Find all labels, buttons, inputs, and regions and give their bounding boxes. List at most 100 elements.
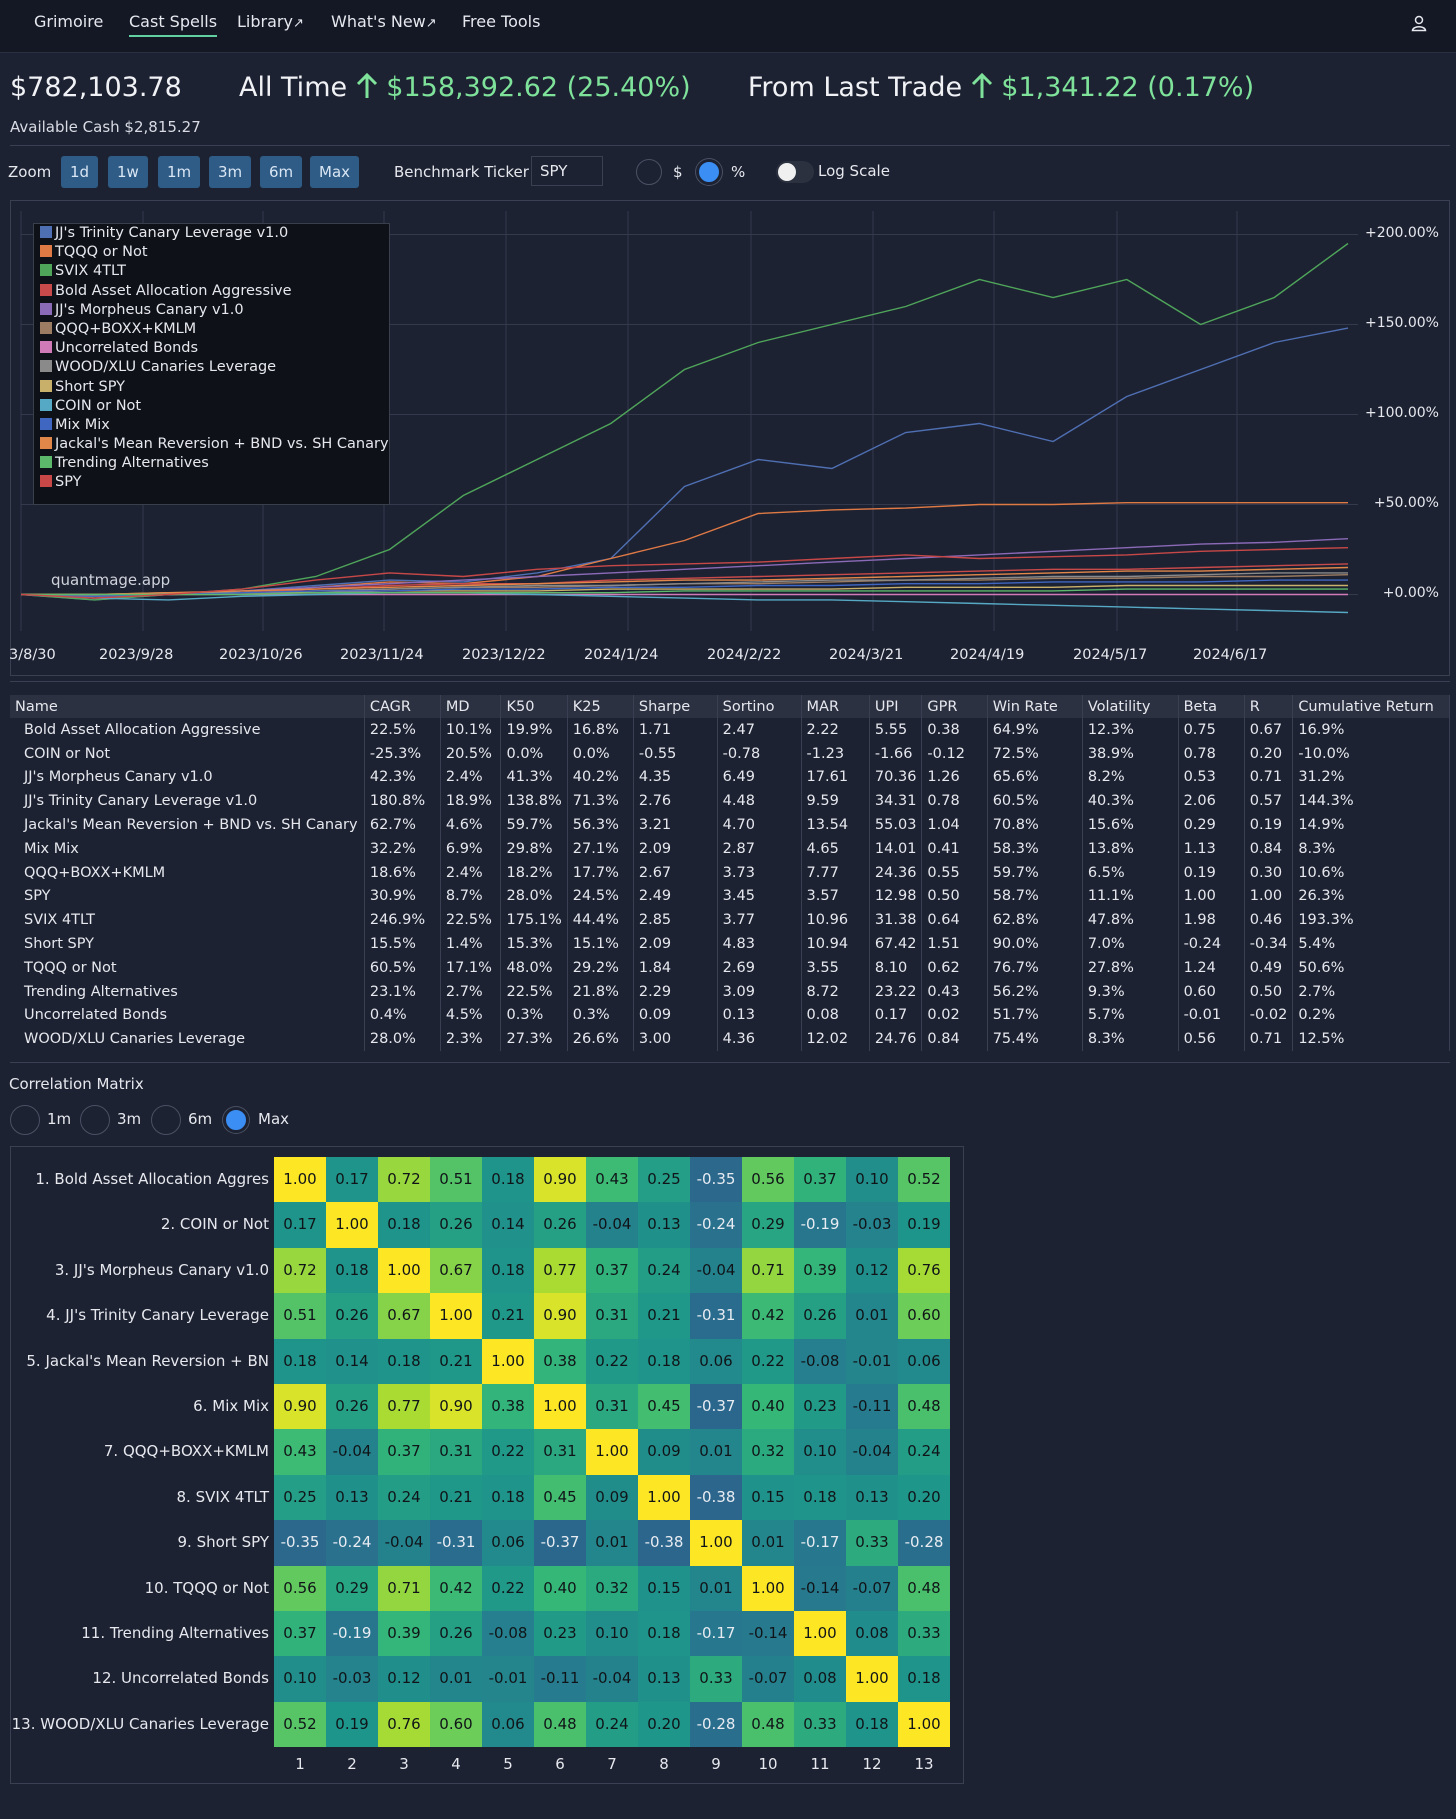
table-row[interactable]: JJ's Morpheus Canary v1.0 42.3% 2.4% 41.3% 4… [10,765,1450,790]
table-row[interactable]: WOOD/XLU Canaries Leverage 28.0% 2.3% 27.3%… [10,1027,1450,1052]
stat-cell: 0.09 [633,1003,718,1028]
column-header-k50[interactable]: K50 [500,695,568,718]
table-row[interactable]: COIN or Not -25.3% 20.5% 0.0% 0.0% -0.55 -0.78… [10,741,1450,766]
period-label-max: Max [258,1110,290,1128]
available-cash: Available Cash $2,815.27 [10,118,201,136]
legend-item[interactable]: Bold Asset Allocation Aggressive [34,282,389,301]
correlation-cell: 0.26 [326,1293,378,1339]
zoom-button-max[interactable]: Max [310,156,360,188]
strategy-name: Uncorrelated Bonds [10,1003,365,1028]
legend-item[interactable]: COIN or Not [34,397,389,416]
period-radio-3m[interactable] [80,1105,110,1135]
nav-item-library[interactable]: Library↗ [237,12,304,31]
legend-item[interactable]: Jackal's Mean Reversion + BND vs. SH Can… [34,435,389,454]
zoom-button-3m[interactable]: 3m [209,156,252,188]
correlation-cell: 0.12 [846,1247,898,1294]
nav-item-grimoire[interactable]: Grimoire [34,12,104,31]
column-header-gpr[interactable]: GPR [921,695,988,718]
correlation-cell: -0.11 [534,1656,586,1702]
correlation-cell: 0.13 [638,1202,690,1248]
stat-cell: 29.2% [567,955,634,980]
column-header-volatility[interactable]: Volatility [1082,695,1179,718]
table-row[interactable]: SPY 30.9% 8.7% 28.0% 24.5% 2.49 3.45 3.57 12.98 0… [10,884,1450,909]
benchmark-input[interactable] [531,156,603,186]
legend-item[interactable]: Short SPY [34,378,389,397]
period-radio-max[interactable] [223,1107,249,1133]
legend-item[interactable]: SPY [34,473,389,492]
table-row[interactable]: Jackal's Mean Reversion + BND vs. SH Can… [10,813,1450,837]
legend-item[interactable]: Uncorrelated Bonds [34,339,389,358]
correlation-cell: 0.24 [378,1474,430,1521]
correlation-cell: 0.26 [534,1202,586,1248]
table-row[interactable]: JJ's Trinity Canary Leverage v1.0 180.8% 1… [10,789,1450,814]
table-row[interactable]: QQQ+BOXX+KMLM 18.6% 2.4% 18.2% 17.7% 2.67 3.73… [10,860,1450,885]
radio-percent[interactable] [696,159,722,185]
legend-item[interactable]: QQQ+BOXX+KMLM [34,320,389,339]
column-header-md[interactable]: MD [440,695,502,718]
column-header-k25[interactable]: K25 [567,695,634,718]
nav-item-what-s-new[interactable]: What's New↗ [331,12,437,31]
legend-swatch [40,321,52,334]
column-header-mar[interactable]: MAR [801,695,870,718]
correlation-cell: -0.11 [846,1384,898,1430]
performance-chart: quantmage.app +0.00% +50.00% +100.00% +150.… [9,200,1450,676]
correlation-cell: 0.22 [586,1338,638,1384]
stat-cell: 180.8% [364,789,441,814]
table-row[interactable]: Mix Mix 32.2% 6.9% 29.8% 27.1% 2.09 2.87 4.65 14… [10,836,1450,861]
period-radio-6m[interactable] [151,1105,181,1135]
stat-cell: 17.7% [567,860,634,885]
stat-cell: 2.3% [440,1027,502,1052]
table-row[interactable]: Short SPY 15.5% 1.4% 15.3% 15.1% 2.09 4.83 10.9… [10,932,1450,956]
column-header-cumulative-return[interactable]: Cumulative Return [1292,695,1450,718]
legend-item[interactable]: Trending Alternatives [34,454,389,473]
zoom-button-1m[interactable]: 1m [158,156,201,188]
zoom-button-1d[interactable]: 1d [61,156,99,188]
correlation-cell: -0.04 [326,1429,378,1475]
legend-item[interactable]: WOOD/XLU Canaries Leverage [34,358,389,377]
legend-item[interactable]: JJ's Trinity Canary Leverage v1.0 [34,224,389,243]
stat-cell: 10.96 [801,908,870,933]
correlation-cell: 0.10 [274,1656,326,1702]
legend-item[interactable]: TQQQ or Not [34,243,389,262]
correlation-cell: -0.03 [846,1202,898,1248]
correlation-cell: 0.42 [742,1293,794,1339]
legend-item[interactable]: SVIX 4TLT [34,262,389,281]
zoom-button-6m[interactable]: 6m [260,156,303,188]
column-header-upi[interactable]: UPI [869,695,923,718]
stat-cell: 62.7% [364,813,441,837]
nav-item-free-tools[interactable]: Free Tools [462,12,541,31]
column-header-sharpe[interactable]: Sharpe [633,695,718,718]
legend-item[interactable]: Mix Mix [34,416,389,435]
x-tick-label: 2024/4/19 [950,647,1025,663]
nav-item-cast-spells[interactable]: Cast Spells [129,12,218,37]
stat-cell: 2.29 [633,979,718,1004]
correlation-cell: 0.29 [326,1565,378,1611]
table-row[interactable]: Trending Alternatives 23.1% 2.7% 22.5% 21.8%… [10,979,1450,1004]
correlation-cell: 0.33 [898,1611,950,1657]
column-header-sortino[interactable]: Sortino [717,695,802,718]
table-row[interactable]: SVIX 4TLT 246.9% 22.5% 175.1% 44.4% 2.85 3.77 1… [10,908,1450,933]
stat-cell: 2.09 [633,836,718,861]
log-scale-toggle[interactable] [776,161,814,183]
legend-label: WOOD/XLU Canaries Leverage [55,359,277,376]
radio-dollar[interactable] [636,159,662,185]
stat-cell: 2.69 [717,955,802,980]
correlation-cell: 0.22 [742,1338,794,1384]
column-header-name[interactable]: Name [10,695,365,718]
column-header-r[interactable]: R [1244,695,1294,718]
column-header-win-rate[interactable]: Win Rate [987,695,1083,718]
table-row[interactable]: Bold Asset Allocation Aggressive 22.5% 10.… [10,718,1450,742]
legend-item[interactable]: JJ's Morpheus Canary v1.0 [34,301,389,320]
user-icon[interactable] [1410,14,1428,32]
column-header-beta[interactable]: Beta [1178,695,1245,718]
zoom-button-1w[interactable]: 1w [108,156,148,188]
correlation-cell: 0.21 [482,1293,534,1339]
correlation-cell: 0.20 [638,1701,690,1748]
column-header-cagr[interactable]: CAGR [364,695,441,718]
table-row[interactable]: Uncorrelated Bonds 0.4% 4.5% 0.3% 0.3% 0.09 0.… [10,1003,1450,1028]
table-row[interactable]: TQQQ or Not 60.5% 17.1% 48.0% 29.2% 1.84 2.69 3… [10,955,1450,980]
stat-cell: 27.8% [1082,955,1179,980]
stat-cell: 28.0% [364,1027,441,1052]
stat-cell: 31.2% [1292,765,1450,790]
period-radio-1m[interactable] [10,1105,40,1135]
